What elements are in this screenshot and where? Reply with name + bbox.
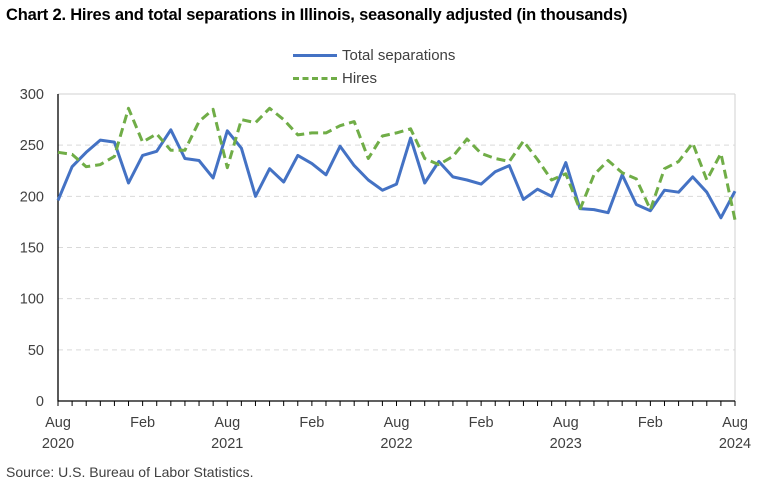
legend-item-hires: Hires	[293, 68, 377, 88]
y-tick-label: 150	[20, 241, 44, 257]
y-tick-label: 0	[36, 394, 44, 410]
x-tick-label-year: 2022	[380, 436, 412, 452]
x-tick-label: Aug	[722, 415, 748, 431]
x-tick-label-year: 2021	[211, 436, 243, 452]
x-tick-label: Aug	[214, 415, 240, 431]
y-tick-label: 300	[20, 87, 44, 103]
x-tick-label-year: 2024	[719, 436, 751, 452]
gridlines	[58, 93, 736, 401]
legend-swatch-total-separations	[293, 53, 337, 57]
x-tick-label: Feb	[638, 415, 663, 431]
x-axis: Aug 2020 Feb Aug 2021 Feb Aug 2022 Feb Aug 2023 Feb…	[42, 94, 751, 452]
series-line-hires	[57, 106, 737, 221]
y-tick-label: 200	[20, 189, 44, 205]
chart-title: Chart 2. Hires and total separations in …	[6, 6, 628, 24]
y-axis-ticks: 0 50 100 150 200 250 300	[20, 87, 44, 410]
y-tick-label: 250	[20, 138, 44, 154]
series-line-total-separations	[56, 128, 737, 220]
legend-label-total-separations: Total separations	[342, 46, 456, 64]
source-note: Source: U.S. Bureau of Labor Statistics.	[6, 464, 254, 480]
x-tick-label: Feb	[469, 415, 494, 431]
x-tick-label: Aug	[45, 415, 71, 431]
y-tick-label: 100	[20, 292, 44, 308]
x-tick-label: Feb	[130, 415, 155, 431]
y-tick-label: 50	[28, 343, 44, 359]
x-tick-label-year: 2023	[550, 436, 582, 452]
x-tick-label-year: 2020	[42, 436, 74, 452]
series-lines	[56, 106, 737, 221]
x-tick-label: Aug	[384, 415, 410, 431]
legend-label-hires: Hires	[342, 69, 378, 87]
legend-item-total-separations: Total separations	[293, 45, 455, 65]
legend-swatch-hires	[293, 76, 337, 80]
x-tick-label: Aug	[553, 415, 579, 431]
x-tick-label: Feb	[299, 415, 324, 431]
